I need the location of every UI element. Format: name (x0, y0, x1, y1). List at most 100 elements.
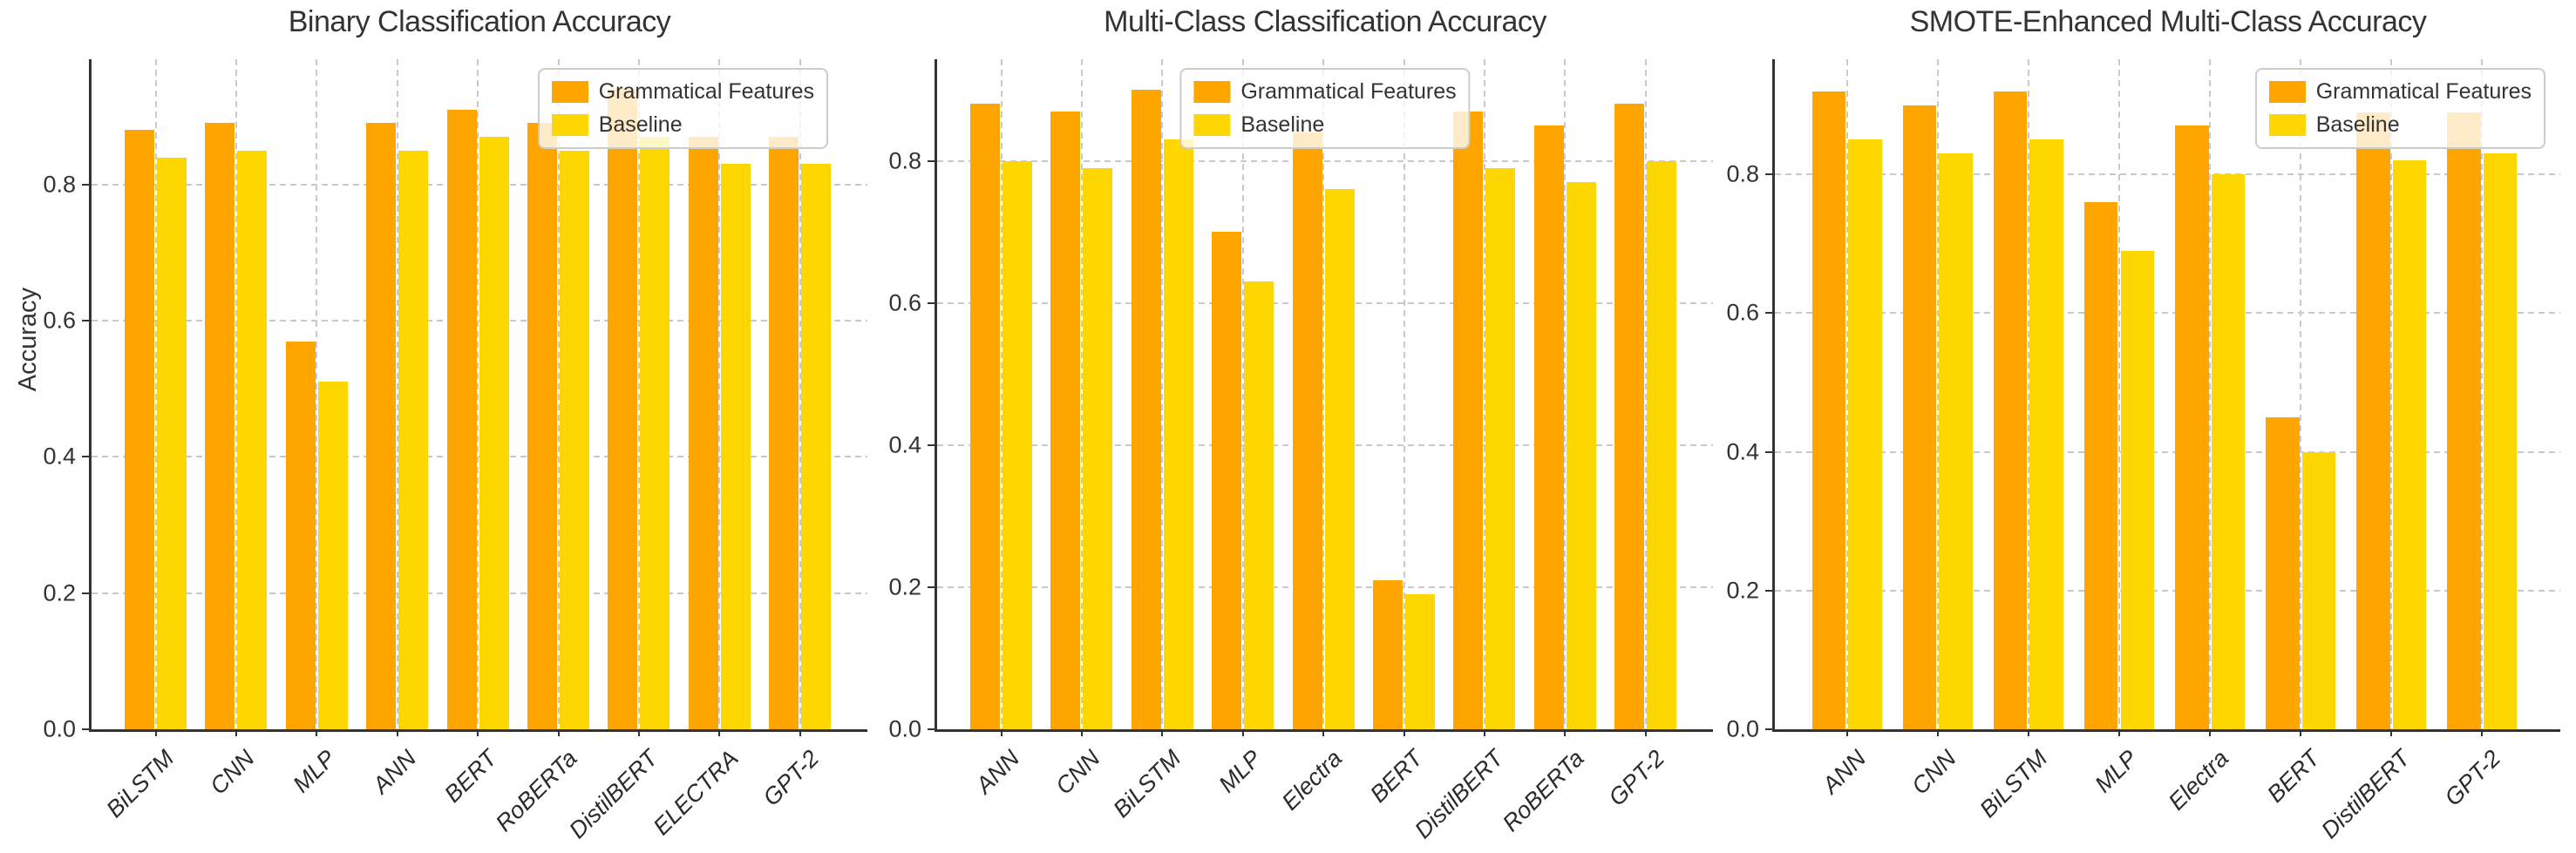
legend-swatch-baseline (2268, 114, 2306, 136)
bar-grammatical-features-mlp (2083, 201, 2118, 729)
x-tick (1564, 729, 1567, 736)
x-tick (2390, 729, 2393, 736)
gridline-x-distilbert (637, 59, 640, 729)
x-tick (154, 729, 157, 736)
bar-baseline-gpt-2 (1647, 160, 1677, 729)
x-tick (1322, 729, 1325, 736)
gridline-x-electra (1322, 59, 1325, 729)
bar-baseline-gpt-2 (2483, 153, 2518, 729)
x-tick (1845, 729, 1848, 736)
gridline-x-bert (1403, 59, 1405, 729)
x-tick (557, 729, 560, 736)
y-tick-label: 0.6 (43, 307, 76, 334)
bar-grammatical-features-roberta (1533, 125, 1564, 729)
x-tick-label-gpt-2: GPT-2 (758, 745, 824, 811)
gridline-x-bilstm (1161, 59, 1164, 729)
chart2-title: Multi-Class Classification Accuracy (1104, 5, 1546, 38)
x-axis-spine (89, 729, 867, 732)
gridline-x-ann (1845, 59, 1848, 729)
bar-grammatical-features-bert (1372, 579, 1403, 729)
bar-grammatical-features-bilstm (1993, 91, 2028, 729)
y-tick-label: 0.8 (43, 171, 76, 198)
x-tick-label-gpt-2: GPT-2 (1603, 745, 1669, 811)
y-tick-label: 0.0 (43, 715, 76, 742)
gridline-x-ann (1000, 59, 1003, 729)
bar-grammatical-features-cnn (205, 123, 235, 729)
bar-grammatical-features-bilstm (124, 130, 154, 729)
bar-baseline-ann (1848, 139, 1882, 729)
bar-grammatical-features-bilstm (1131, 90, 1161, 729)
legend-label: Grammatical Features (598, 79, 814, 104)
x-tick-label-bert: BERT (2261, 745, 2325, 808)
y-tick-label: 0.2 (1726, 577, 1759, 604)
legend-label: Baseline (598, 112, 683, 137)
y-axis-spine (935, 59, 937, 732)
x-tick-label-bilstm: BiLSTM (1974, 745, 2053, 823)
x-tick (316, 729, 318, 736)
gridline-y-0.6 (1775, 312, 2560, 315)
gridline-x-ann (396, 59, 398, 729)
bar-baseline-ann (1003, 160, 1033, 729)
gridline-y-0.2 (1775, 589, 2560, 592)
legend-item-grammatical-features: Grammatical Features (551, 79, 814, 105)
y-tick (82, 456, 89, 458)
x-tick-label-bert: BERT (438, 745, 502, 808)
legend-item-grammatical-features: Grammatical Features (1193, 79, 1457, 105)
legend-label: Grammatical Features (1240, 79, 1457, 104)
bar-grammatical-features-electra (1292, 132, 1322, 729)
bar-grammatical-features-gpt-2 (1614, 104, 1645, 729)
y-tick (82, 592, 89, 594)
gridline-x-electra (718, 59, 721, 729)
bar-baseline-ann (398, 150, 429, 729)
legend-swatch-grammatical-features (551, 81, 588, 103)
gridline-y-0.4 (1775, 450, 2560, 453)
x-tick-label-mlp: MLP (1213, 745, 1267, 798)
legend: Grammatical Features Baseline (2254, 68, 2545, 149)
x-tick (2118, 729, 2120, 736)
legend-swatch-grammatical-features (2268, 81, 2306, 103)
y-tick (1765, 173, 1772, 176)
bar-baseline-distilbert (1485, 167, 1516, 729)
y-tick-label: 0.8 (1726, 160, 1759, 187)
y-tick (928, 586, 935, 588)
legend-swatch-grammatical-features (1193, 81, 1231, 103)
x-tick-label-ann: ANN (367, 745, 421, 799)
bar-baseline-electra (2211, 174, 2246, 729)
legend-swatch-baseline (551, 114, 588, 136)
legend-swatch-baseline (1193, 114, 1231, 136)
x-tick-label-cnn: CNN (205, 745, 261, 800)
x-tick (1403, 729, 1405, 736)
x-tick (2481, 729, 2484, 736)
x-tick-label-electra: ELECTRA (648, 745, 744, 841)
x-tick-label-electra: Electra (2163, 745, 2234, 816)
y-tick-label: 0.2 (43, 579, 76, 606)
x-tick (718, 729, 721, 736)
bar-baseline-distilbert (2392, 160, 2427, 729)
bar-baseline-gpt-2 (801, 164, 832, 729)
bar-grammatical-features-gpt-2 (2447, 112, 2481, 729)
x-tick (1000, 729, 1003, 736)
gridline-x-mlp (1241, 59, 1244, 729)
x-tick-label-bert: BERT (1364, 745, 1428, 808)
legend: Grammatical Features Baseline (537, 68, 828, 149)
x-tick-label-distilbert: DistilBERT (2316, 745, 2416, 844)
legend-item-grammatical-features: Grammatical Features (2268, 79, 2532, 105)
y-tick-label: 0.0 (1726, 715, 1759, 742)
y-axis-spine (89, 59, 92, 732)
y-tick-label: 0.6 (1726, 299, 1759, 326)
bar-baseline-bert (1405, 594, 1436, 729)
bar-baseline-roberta (1566, 182, 1596, 729)
gridline-x-mlp (316, 59, 318, 729)
bar-grammatical-features-electra (2175, 125, 2209, 729)
y-tick (82, 183, 89, 186)
gridline-x-bilstm (154, 59, 157, 729)
x-tick (396, 729, 398, 736)
x-axis-spine (1772, 729, 2560, 732)
gridline-x-bilstm (2027, 59, 2029, 729)
bar-baseline-bert (479, 137, 509, 729)
gridline-x-gpt-2 (799, 59, 801, 729)
y-tick-label: 0.4 (888, 431, 921, 458)
bar-baseline-bilstm (1163, 139, 1193, 729)
chart3-title: SMOTE-Enhanced Multi-Class Accuracy (1909, 5, 2427, 38)
x-tick-label-ann: ANN (1817, 745, 1871, 799)
